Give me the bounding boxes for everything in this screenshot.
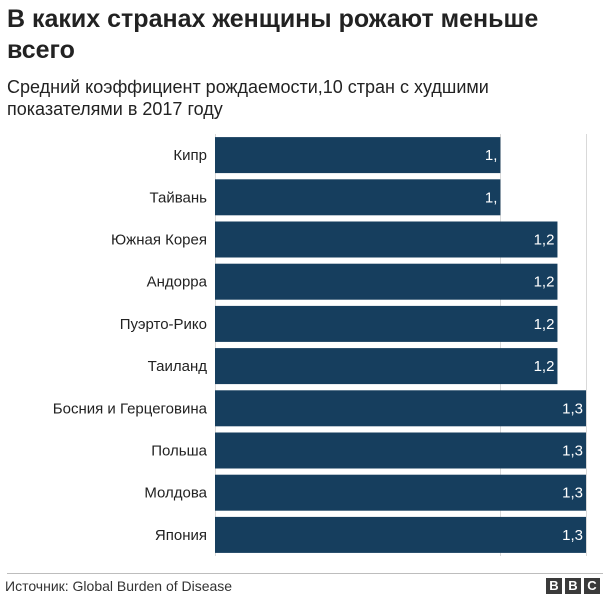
value-label: 1,3 — [562, 400, 583, 417]
value-label: 1, — [485, 147, 498, 164]
bar — [215, 305, 558, 342]
value-label: 1,3 — [562, 485, 583, 502]
category-label: Польша — [151, 443, 207, 460]
footer-divider — [7, 573, 603, 574]
bbc-logo-letter: C — [584, 578, 600, 594]
value-label: 1,2 — [534, 316, 555, 333]
bbc-logo-letter: B — [565, 578, 581, 594]
chart-title: В каких странах женщины рожают меньше вс… — [7, 5, 539, 64]
source-note: Источник: Global Burden of Disease — [5, 578, 233, 594]
bar — [215, 179, 501, 216]
bar — [215, 390, 586, 427]
value-label: 1,2 — [534, 232, 555, 249]
category-label: Тайвань — [150, 189, 208, 206]
bar — [215, 348, 558, 385]
bbc-logo: B B C — [546, 578, 600, 594]
category-label: Таиланд — [148, 358, 208, 375]
bar — [215, 137, 501, 174]
chart-subtitle: Средний коэффициент рождаемости,10 стран… — [7, 77, 489, 119]
category-label: Пуэрто-Рико — [120, 316, 207, 333]
value-label: 1,2 — [534, 358, 555, 375]
category-label: Босния и Герцеговина — [53, 400, 208, 417]
bar — [215, 516, 586, 553]
category-label: Южная Корея — [111, 232, 207, 249]
bar — [215, 263, 558, 300]
value-label: 1,3 — [562, 443, 583, 460]
category-label: Андорра — [147, 274, 208, 291]
category-label: Молдова — [144, 485, 207, 502]
value-label: 1,3 — [562, 527, 583, 544]
category-label: Кипр — [173, 147, 207, 164]
bar — [215, 474, 586, 511]
category-label: Япония — [155, 527, 207, 544]
bbc-logo-letter: B — [546, 578, 562, 594]
bar — [215, 221, 558, 258]
value-label: 1, — [485, 189, 498, 206]
value-label: 1,2 — [534, 274, 555, 291]
bar — [215, 432, 586, 469]
